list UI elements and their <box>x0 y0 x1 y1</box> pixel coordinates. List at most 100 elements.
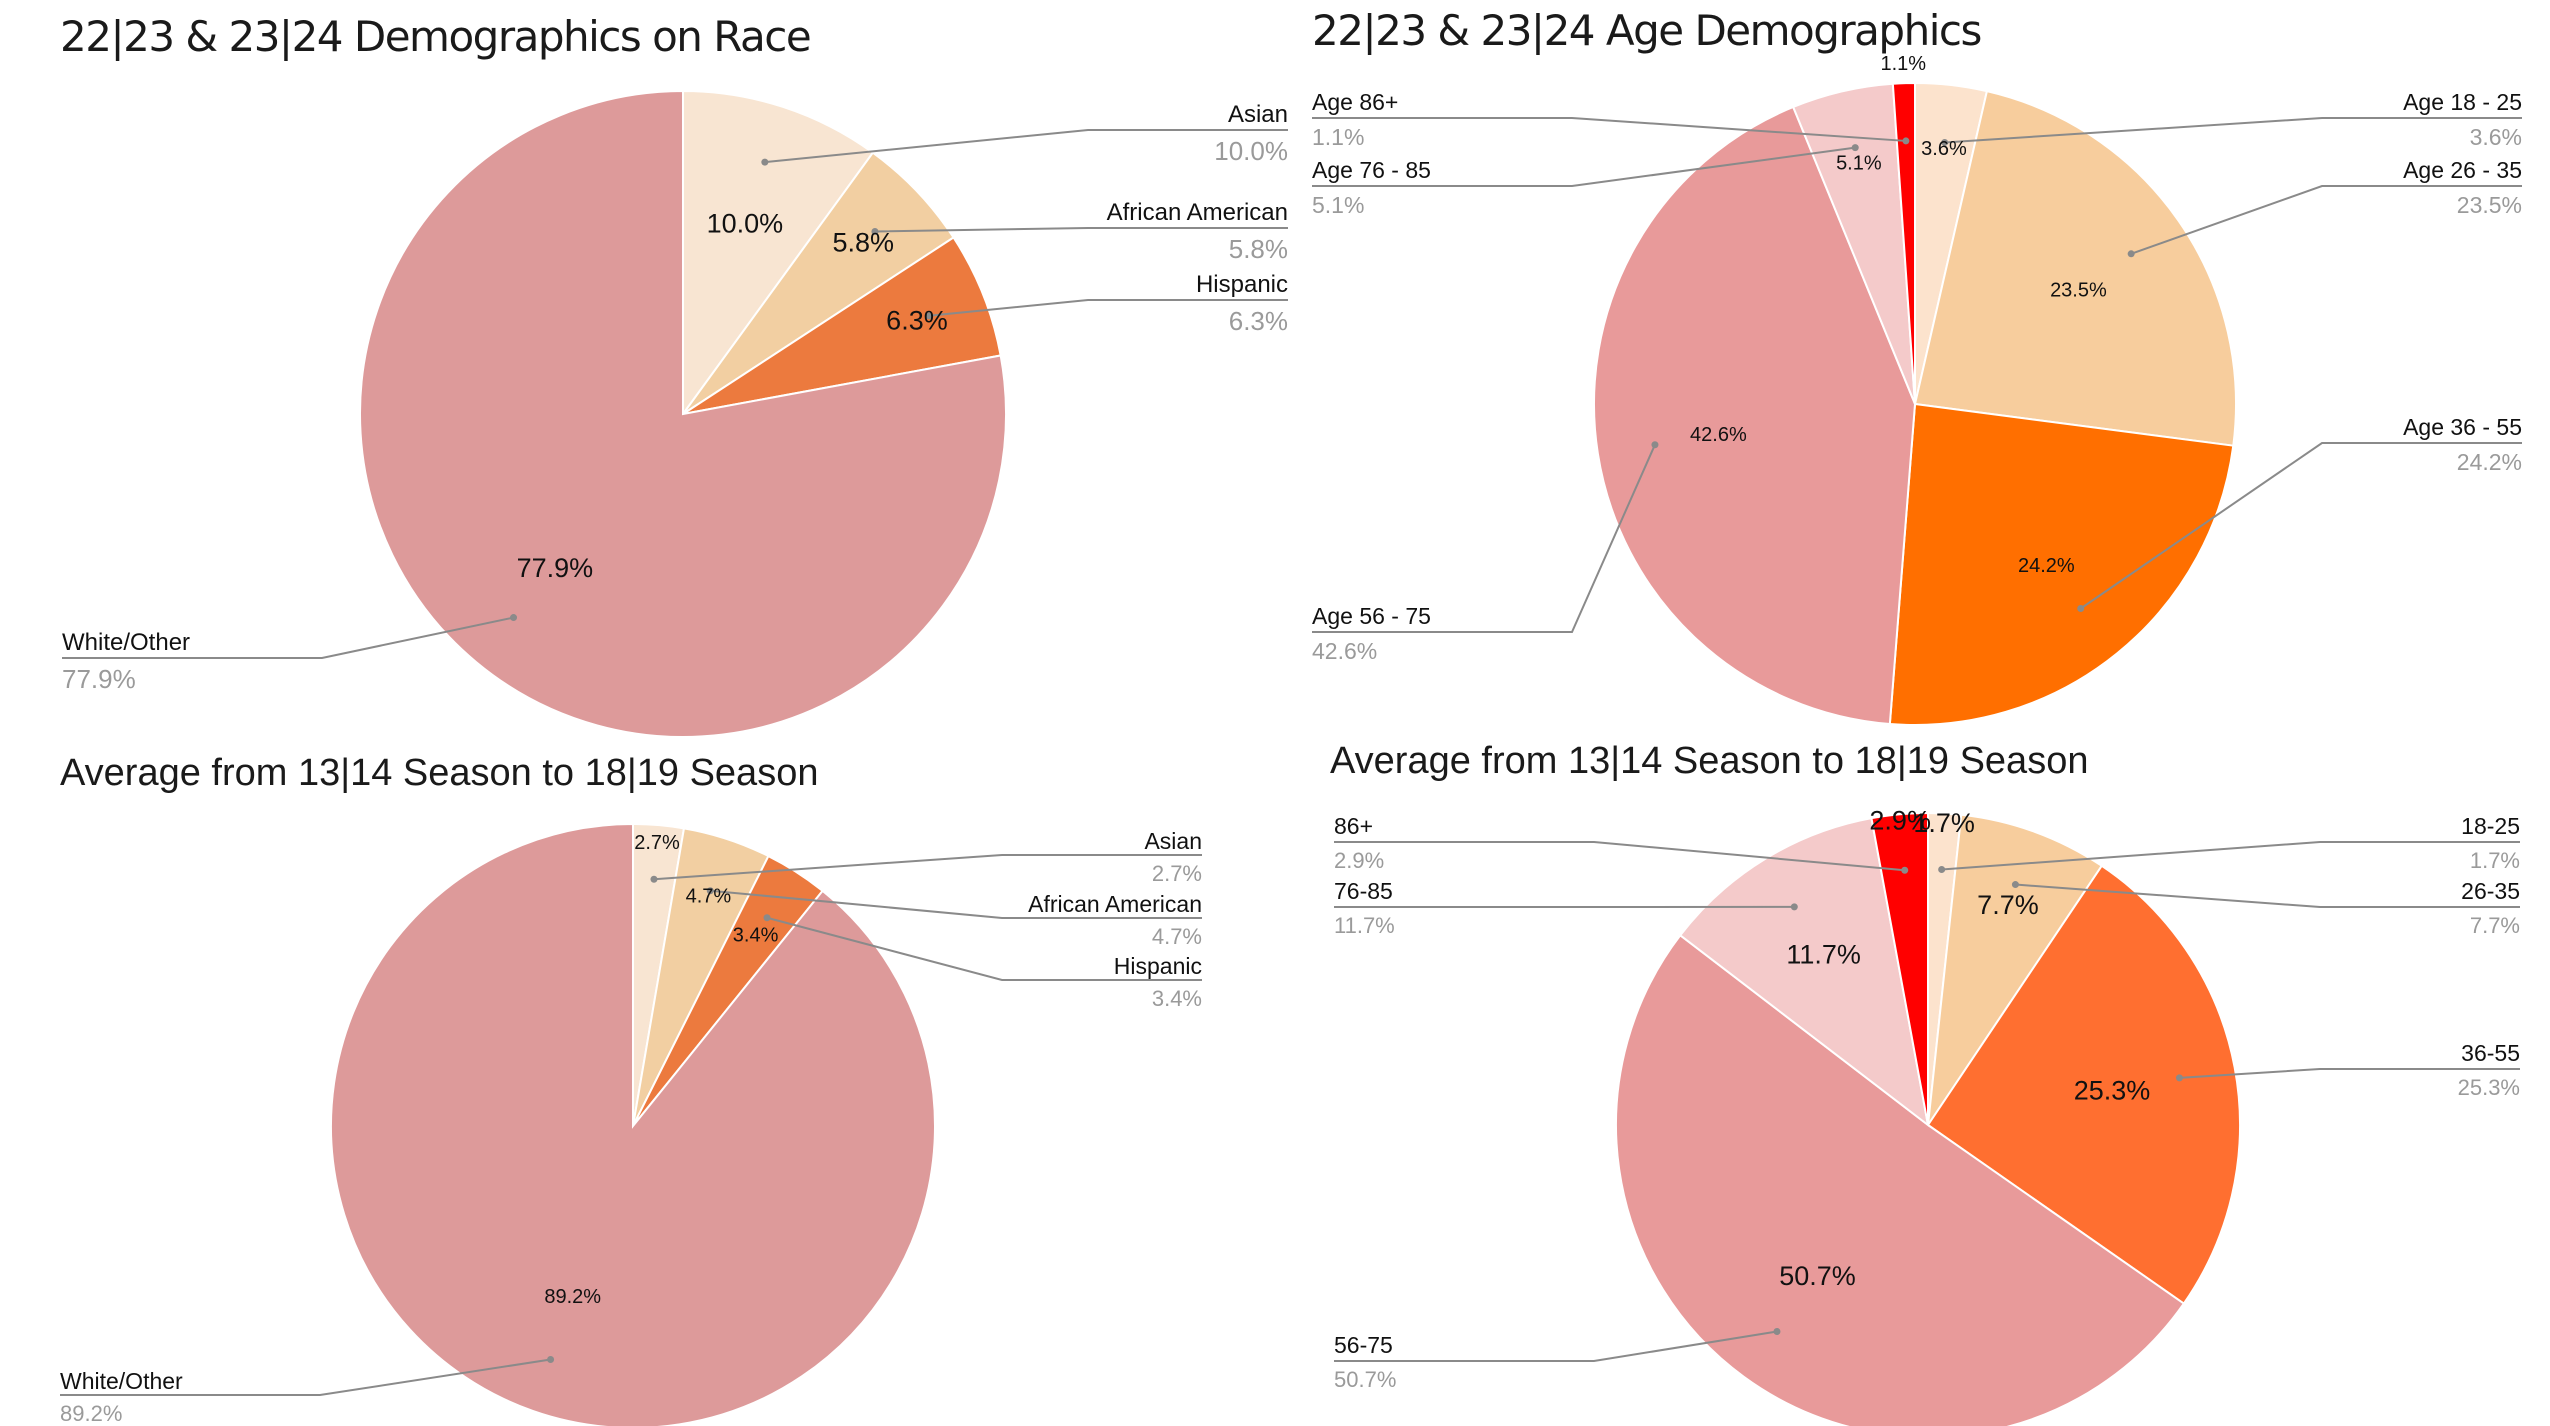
pie-slice-age-86 <box>1891 81 1916 405</box>
pie-slices <box>1593 81 2237 726</box>
slice-label-age-18-25: 3.6% <box>1921 138 1967 160</box>
slice-label-age-56-75: 42.6% <box>1690 424 1747 446</box>
legend-category-age-56-75: Age 56 - 75 <box>1312 603 1431 629</box>
leader-lines <box>62 129 1288 659</box>
legend-percent-african-american: 5.8% <box>1229 234 1288 264</box>
pie-slice-56-75 <box>1614 933 2186 1426</box>
leader-lines <box>1334 841 2520 1362</box>
pie-slice-76-85 <box>1678 817 1930 1128</box>
slice-label-age-86: 1.1% <box>1880 53 1926 75</box>
legend-percent-asian: 10.0% <box>1214 136 1288 166</box>
leader-line <box>1941 841 2520 871</box>
legend-percent-asian: 2.7% <box>1152 861 1202 886</box>
pie-svg: 10.0% Asian 10.0% 5.8% African American 5.8% 6… <box>62 89 1288 738</box>
leader-line <box>1334 841 1905 872</box>
slice-label-76-85: 11.7% <box>1786 940 1861 970</box>
slice-label-36-55: 25.3% <box>2074 1076 2151 1106</box>
leader-dot <box>706 887 714 895</box>
slice-label-hispanic: 3.4% <box>733 925 779 947</box>
leader-dot <box>1901 866 1909 874</box>
legend-percent-age-76-85: 5.1% <box>1312 192 1364 218</box>
leader-dot <box>2011 881 2019 889</box>
legend-category-hispanic: Hispanic <box>1196 271 1288 298</box>
slice-label-age-36-55: 24.2% <box>2018 555 2075 577</box>
pie-slice-age-36-55 <box>1888 402 2235 726</box>
slice-labels: 3.6% Age 18 - 25 3.6% 23.5% Age 26 - 35 23.5%… <box>1312 53 2522 664</box>
leader-line <box>1312 146 1856 187</box>
legend-category-white-other: White/Other <box>60 1368 183 1394</box>
pie-chart-age-average: Average from 13|14 Season to 18|19 Seaso… <box>1300 740 2550 1426</box>
legend-percent-76-85: 11.7% <box>1334 913 1395 938</box>
legend-percent-86: 2.9% <box>1334 848 1384 873</box>
pie-chart-age-current: 22|23 & 23|24 Age Demographics 3.6% Age 1… <box>1300 0 2550 740</box>
slice-label-age-26-35: 23.5% <box>2050 279 2107 301</box>
pie-slice-white-other <box>330 822 936 1426</box>
chart-title: Average from 13|14 Season to 18|19 Seaso… <box>60 752 819 794</box>
leader-line <box>710 889 1202 919</box>
pie-slices <box>330 822 936 1426</box>
leader-line <box>653 854 1202 881</box>
leader-lines <box>1312 117 2522 633</box>
legend-category-36-55: 36-55 <box>2461 1040 2520 1066</box>
pie-slice-age-26-35 <box>1913 89 2237 447</box>
legend-category-age-86: Age 86+ <box>1312 89 1398 115</box>
leader-line <box>60 1358 551 1396</box>
leader-line <box>764 129 1288 164</box>
legend-category-asian: Asian <box>1228 101 1288 128</box>
legend-percent-56-75: 50.7% <box>1334 1367 1396 1392</box>
chart-title: 22|23 & 23|24 Age Demographics <box>1312 6 1982 55</box>
legend-percent-36-55: 25.3% <box>2458 1075 2520 1100</box>
pie-slices <box>358 89 1007 738</box>
slice-label-26-35: 7.7% <box>1977 890 2039 920</box>
pie-svg: 1.7% 18-25 1.7% 7.7% 26-35 7.7% 25.3% 36-55 25.3… <box>1334 806 2520 1426</box>
legend-category-african-american: African American <box>1028 891 1202 917</box>
slice-label-86: 2.9% <box>1869 806 1931 836</box>
leader-line <box>874 227 1288 233</box>
legend-category-86: 86+ <box>1334 813 1373 839</box>
legend-category-white-other: White/Other <box>62 629 190 656</box>
slice-label-asian: 2.7% <box>634 832 680 854</box>
legend-percent-african-american: 4.7% <box>1152 924 1202 949</box>
legend-category-asian: Asian <box>1144 828 1202 854</box>
leader-line <box>928 299 1288 317</box>
leader-line <box>2130 185 2522 255</box>
leader-line <box>62 616 514 659</box>
chart-title: Average from 13|14 Season to 18|19 Seaso… <box>1330 740 2089 782</box>
leader-dot <box>1773 1328 1781 1336</box>
legend-category-26-35: 26-35 <box>2461 878 2520 904</box>
legend-percent-age-36-55: 24.2% <box>2457 449 2522 475</box>
pie-slice-asian <box>682 89 875 418</box>
pie-chart-race-current: 22|23 & 23|24 Demographics on Race 10.0%… <box>0 0 1300 740</box>
slice-labels: 1.7% 18-25 1.7% 7.7% 26-35 7.7% 25.3% 36-55 25.3… <box>1334 806 2520 1392</box>
leader-dot <box>763 914 771 922</box>
legend-category-african-american: African American <box>1107 199 1288 226</box>
slice-label-18-25: 1.7% <box>1913 808 1975 838</box>
leader-lines <box>60 854 1202 1396</box>
slice-label-asian: 10.0% <box>707 209 784 239</box>
legend-category-56-75: 56-75 <box>1334 1332 1393 1358</box>
legend-percent-white-other: 77.9% <box>62 664 136 694</box>
slice-label-african-american: 5.8% <box>832 228 894 258</box>
legend-category-18-25: 18-25 <box>2461 813 2520 839</box>
legend-percent-18-25: 1.7% <box>2470 848 2520 873</box>
slice-label-hispanic: 6.3% <box>886 306 948 336</box>
leader-line <box>2179 1068 2520 1079</box>
pie-slice-white-other <box>358 89 1007 738</box>
legend-percent-hispanic: 3.4% <box>1152 986 1202 1011</box>
pie-slice-86 <box>1870 811 1929 1126</box>
legend-percent-26-35: 7.7% <box>2470 913 2520 938</box>
legend-category-age-76-85: Age 76 - 85 <box>1312 157 1431 183</box>
pie-slice-36-55 <box>1926 864 2241 1305</box>
legend-category-76-85: 76-85 <box>1334 878 1393 904</box>
legend-percent-white-other: 89.2% <box>60 1401 122 1426</box>
slice-label-age-76-85: 5.1% <box>1836 152 1882 174</box>
pie-svg: 3.6% Age 18 - 25 3.6% 23.5% Age 26 - 35 23.5%… <box>1312 53 2522 726</box>
legend-category-age-36-55: Age 36 - 55 <box>2403 414 2522 440</box>
slice-label-african-american: 4.7% <box>686 885 732 907</box>
pie-slice-age-56-75 <box>1593 105 1917 726</box>
pie-chart-race-average: Average from 13|14 Season to 18|19 Seaso… <box>0 740 1300 1426</box>
legend-category-age-26-35: Age 26 - 35 <box>2403 157 2522 183</box>
legend-percent-age-56-75: 42.6% <box>1312 638 1377 664</box>
slice-label-56-75: 50.7% <box>1779 1261 1856 1291</box>
